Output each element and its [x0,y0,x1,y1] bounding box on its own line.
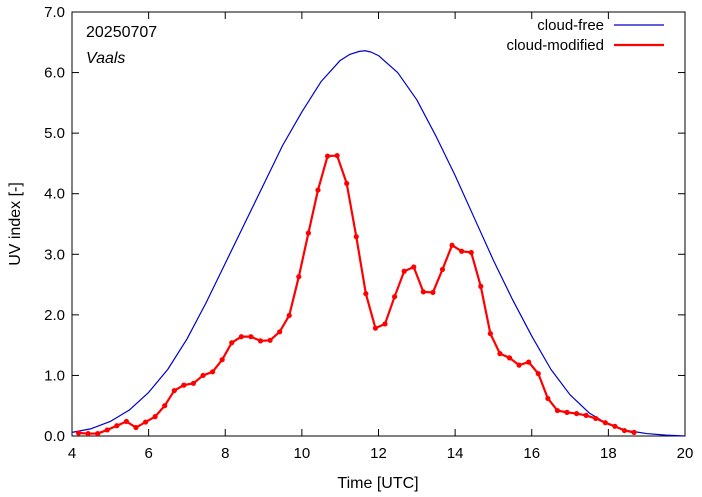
data-point-cloud-modified [535,371,541,377]
y-axis-title: UV index [-] [7,182,24,266]
data-point-cloud-modified [123,418,130,425]
data-point-cloud-modified [573,410,580,417]
data-point-cloud-modified [171,387,177,394]
y-tick-label: 5.0 [44,125,65,142]
x-tick-label: 6 [144,445,152,462]
y-tick-label: 3.0 [44,246,65,263]
plot-frame [71,11,686,437]
data-point-cloud-modified [526,359,532,365]
data-point-cloud-modified [564,409,570,415]
data-point-cloud-modified [75,430,82,436]
data-point-cloud-modified [133,424,139,431]
data-point-cloud-modified [200,372,206,379]
data-point-cloud-modified [391,294,398,300]
x-tick-label: 8 [221,445,229,462]
y-tick-label: 0.0 [44,428,65,445]
data-point-cloud-modified [210,369,216,375]
data-point-cloud-modified [353,234,359,240]
data-point-cloud-modified [315,187,321,193]
data-point-cloud-modified [296,274,302,280]
series-line-cloud-free [71,50,686,437]
x-tick-label: 10 [294,445,311,462]
x-tick-label: 14 [447,445,464,462]
data-point-cloud-modified [305,230,311,236]
data-point-cloud-modified [257,338,264,344]
data-point-cloud-modified [487,331,493,337]
x-axis-ticks: 4 6 8 10 12 14 16 18 20 [68,12,694,462]
y-tick-label: 7.0 [44,4,65,21]
location-label: Vaals [86,50,125,67]
data-point-cloud-modified [95,430,101,437]
data-point-cloud-modified [142,419,149,425]
data-point-cloud-modified [459,248,465,254]
series-layer [71,50,686,437]
data-point-cloud-modified [468,249,474,256]
data-point-cloud-modified [401,268,407,274]
data-point-cloud-modified [85,430,91,437]
data-point-cloud-modified [104,427,110,433]
data-point-cloud-modified [545,395,551,402]
data-point-cloud-modified [439,266,446,273]
data-point-cloud-modified [114,423,120,429]
data-point-cloud-modified [344,180,350,187]
data-point-cloud-modified [516,362,522,368]
data-point-cloud-modified [506,355,513,361]
data-point-cloud-modified [382,321,388,327]
data-point-cloud-modified [324,153,331,159]
data-point-cloud-modified [497,351,503,357]
data-point-cloud-modified [411,264,417,270]
data-point-cloud-modified [190,380,197,386]
date-label: 20250707 [86,24,157,41]
data-point-cloud-modified [152,414,158,420]
x-tick-label: 16 [523,445,540,462]
data-point-cloud-modified [286,312,292,319]
data-point-cloud-modified [612,423,618,429]
data-point-cloud-modified [238,334,244,340]
data-point-cloud-modified [334,152,340,159]
data-point-cloud-modified [478,283,484,289]
x-tick-label: 12 [370,445,387,462]
data-point-cloud-modified [229,340,235,346]
y-tick-label: 4.0 [44,186,65,203]
x-tick-label: 4 [68,445,76,462]
data-point-cloud-modified [449,242,455,248]
data-point-cloud-modified [248,334,254,340]
data-point-cloud-modified [430,289,436,296]
legend-label-cloud-free: cloud-free [537,17,604,34]
data-point-cloud-modified [162,403,168,409]
series-line-cloud-modified [78,154,635,435]
x-tick-label: 20 [677,445,694,462]
data-point-cloud-modified [631,429,637,435]
data-point-cloud-modified [267,337,273,343]
data-point-cloud-modified [593,415,599,422]
data-point-cloud-modified [602,420,608,426]
data-point-cloud-modified [554,407,561,414]
data-point-cloud-modified [181,382,187,388]
x-tick-label: 18 [600,445,617,462]
y-tick-label: 2.0 [44,307,65,324]
legend-label-cloud-modified: cloud-modified [506,37,604,54]
legend: cloud-free cloud-modified [506,17,664,54]
data-point-cloud-modified [219,357,225,363]
y-axis-ticks: 0.0 1.0 2.0 3.0 4.0 5.0 6.0 7.0 [44,4,685,445]
data-point-cloud-modified [363,291,369,297]
data-point-cloud-modified [621,427,628,434]
x-axis-title: Time [UTC] [337,475,418,492]
data-point-cloud-modified [583,412,589,419]
data-point-cloud-modified [420,289,426,295]
y-tick-label: 6.0 [44,65,65,82]
y-tick-label: 1.0 [44,367,65,384]
data-point-cloud-modified [277,329,283,335]
data-point-cloud-modified [372,325,379,331]
